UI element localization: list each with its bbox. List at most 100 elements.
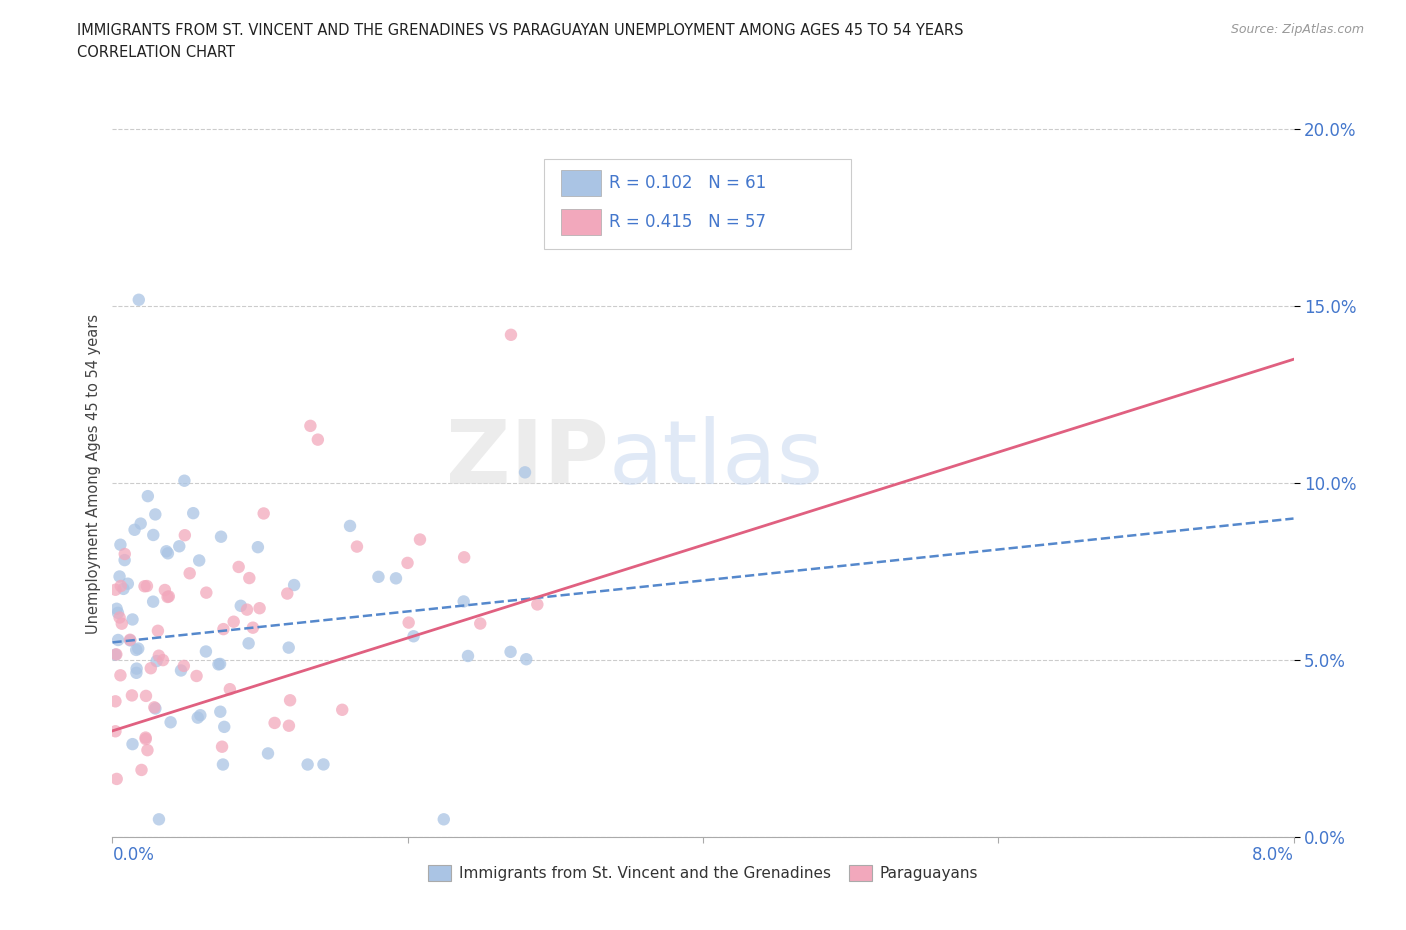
Text: R = 0.415   N = 57: R = 0.415 N = 57 [609, 213, 765, 231]
Point [146, 623, 169, 638]
Point [222, 615, 245, 630]
Point [105, 602, 128, 617]
Point [263, 715, 285, 730]
Point [110, 578, 132, 593]
Point [136, 743, 159, 758]
Text: IMMIGRANTS FROM ST. VINCENT AND THE GRENADINES VS PARAGUAYAN UNEMPLOYMENT AMONG : IMMIGRANTS FROM ST. VINCENT AND THE GREN… [77, 23, 965, 38]
Point [181, 506, 204, 521]
Point [129, 516, 152, 531]
Point [104, 724, 127, 738]
Point [108, 610, 131, 625]
Point [145, 654, 167, 669]
Point [367, 569, 389, 584]
Point [346, 539, 368, 554]
Point [155, 544, 177, 559]
Point [470, 616, 492, 631]
Point [105, 647, 128, 662]
Point [170, 663, 193, 678]
Point [142, 594, 165, 609]
Point [143, 507, 166, 522]
Point [499, 327, 522, 342]
Point [128, 292, 150, 307]
Point [209, 529, 232, 544]
Text: ZIP: ZIP [446, 417, 609, 503]
Text: R = 0.102   N = 61: R = 0.102 N = 61 [609, 175, 766, 193]
Point [173, 473, 195, 488]
Point [173, 528, 195, 543]
Point [121, 612, 143, 627]
Point [194, 644, 217, 659]
Point [111, 617, 134, 631]
Point [246, 539, 269, 554]
Point [297, 757, 319, 772]
Point [105, 772, 128, 787]
Point [104, 647, 127, 662]
Text: 8.0%: 8.0% [1251, 845, 1294, 864]
Point [110, 538, 132, 552]
Point [398, 615, 420, 630]
Point [499, 644, 522, 659]
Point [107, 605, 129, 620]
Point [238, 636, 260, 651]
Point [118, 632, 141, 647]
Point [142, 527, 165, 542]
Point [312, 757, 335, 772]
Point [277, 640, 299, 655]
Point [209, 657, 232, 671]
Point [339, 518, 361, 533]
Point [457, 648, 479, 663]
FancyBboxPatch shape [561, 170, 602, 196]
Point [148, 812, 170, 827]
Point [195, 585, 218, 600]
Point [515, 652, 537, 667]
Point [433, 812, 456, 827]
Point [125, 661, 148, 676]
Point [156, 546, 179, 561]
Point [257, 746, 280, 761]
Point [104, 582, 127, 597]
Point [136, 488, 159, 503]
Point [218, 682, 240, 697]
Point [253, 506, 276, 521]
Point [186, 669, 208, 684]
Point [131, 763, 153, 777]
FancyBboxPatch shape [561, 209, 602, 235]
Text: Source: ZipAtlas.com: Source: ZipAtlas.com [1230, 23, 1364, 36]
Point [114, 547, 136, 562]
Point [104, 694, 127, 709]
Point [453, 594, 475, 609]
Point [148, 648, 170, 663]
Point [242, 620, 264, 635]
Point [157, 589, 180, 604]
Point [117, 577, 139, 591]
Point [134, 578, 156, 593]
Point [212, 720, 235, 735]
Text: CORRELATION CHART: CORRELATION CHART [77, 45, 235, 60]
Point [135, 688, 157, 703]
Point [156, 590, 179, 604]
Point [135, 732, 157, 747]
Point [124, 523, 146, 538]
Y-axis label: Unemployment Among Ages 45 to 54 years: Unemployment Among Ages 45 to 54 years [86, 314, 101, 634]
Point [207, 657, 229, 671]
Point [127, 641, 149, 656]
Point [121, 688, 143, 703]
Point [249, 601, 271, 616]
Point [283, 578, 305, 592]
Point [211, 739, 233, 754]
Point [125, 665, 148, 680]
Point [169, 538, 191, 553]
Point [121, 737, 143, 751]
Point [276, 586, 298, 601]
Point [159, 715, 181, 730]
Point [526, 597, 548, 612]
Text: 0.0%: 0.0% [112, 845, 155, 864]
Point [173, 658, 195, 673]
Point [145, 701, 167, 716]
Point [107, 632, 129, 647]
Point [187, 711, 209, 725]
Point [188, 553, 211, 568]
Point [453, 550, 475, 565]
Point [212, 757, 235, 772]
Point [143, 700, 166, 715]
